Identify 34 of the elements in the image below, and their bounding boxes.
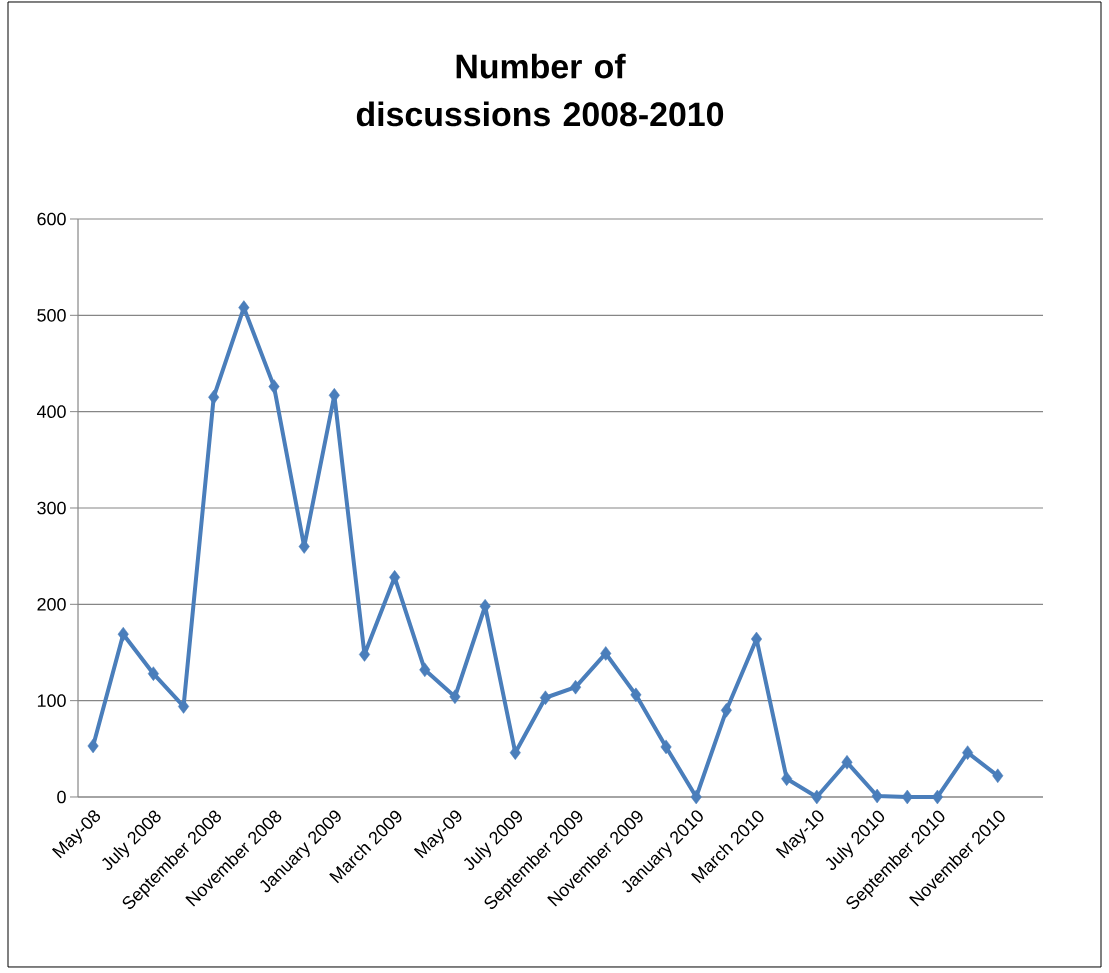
point	[781, 771, 793, 786]
point	[268, 379, 280, 394]
point	[449, 689, 461, 705]
point	[238, 300, 250, 315]
point	[660, 739, 672, 755]
y-tick-label: 500	[37, 308, 66, 322]
point	[87, 738, 99, 754]
point	[389, 570, 401, 585]
point	[962, 745, 974, 760]
y-tick-label: 0	[57, 790, 66, 804]
point	[117, 626, 129, 642]
y-tick-label: 300	[37, 501, 66, 515]
point	[178, 699, 190, 714]
point	[600, 646, 612, 661]
point	[539, 690, 551, 706]
point	[690, 789, 702, 805]
point	[208, 389, 220, 405]
point	[419, 662, 431, 678]
point	[931, 789, 943, 805]
point	[992, 768, 1004, 784]
chart-title: Number of discussions 2008-2010	[356, 53, 724, 127]
y-tick-label: 600	[37, 212, 66, 226]
point	[841, 755, 853, 770]
point	[720, 703, 732, 718]
point	[630, 687, 642, 703]
y-tick-label: 100	[37, 694, 66, 707]
y-tick-label: 200	[37, 597, 66, 611]
y-tick-label: 400	[36, 405, 66, 418]
point	[570, 679, 582, 695]
point	[871, 788, 883, 804]
point	[811, 789, 823, 805]
point	[901, 789, 913, 805]
point	[509, 745, 521, 760]
point	[147, 666, 159, 681]
